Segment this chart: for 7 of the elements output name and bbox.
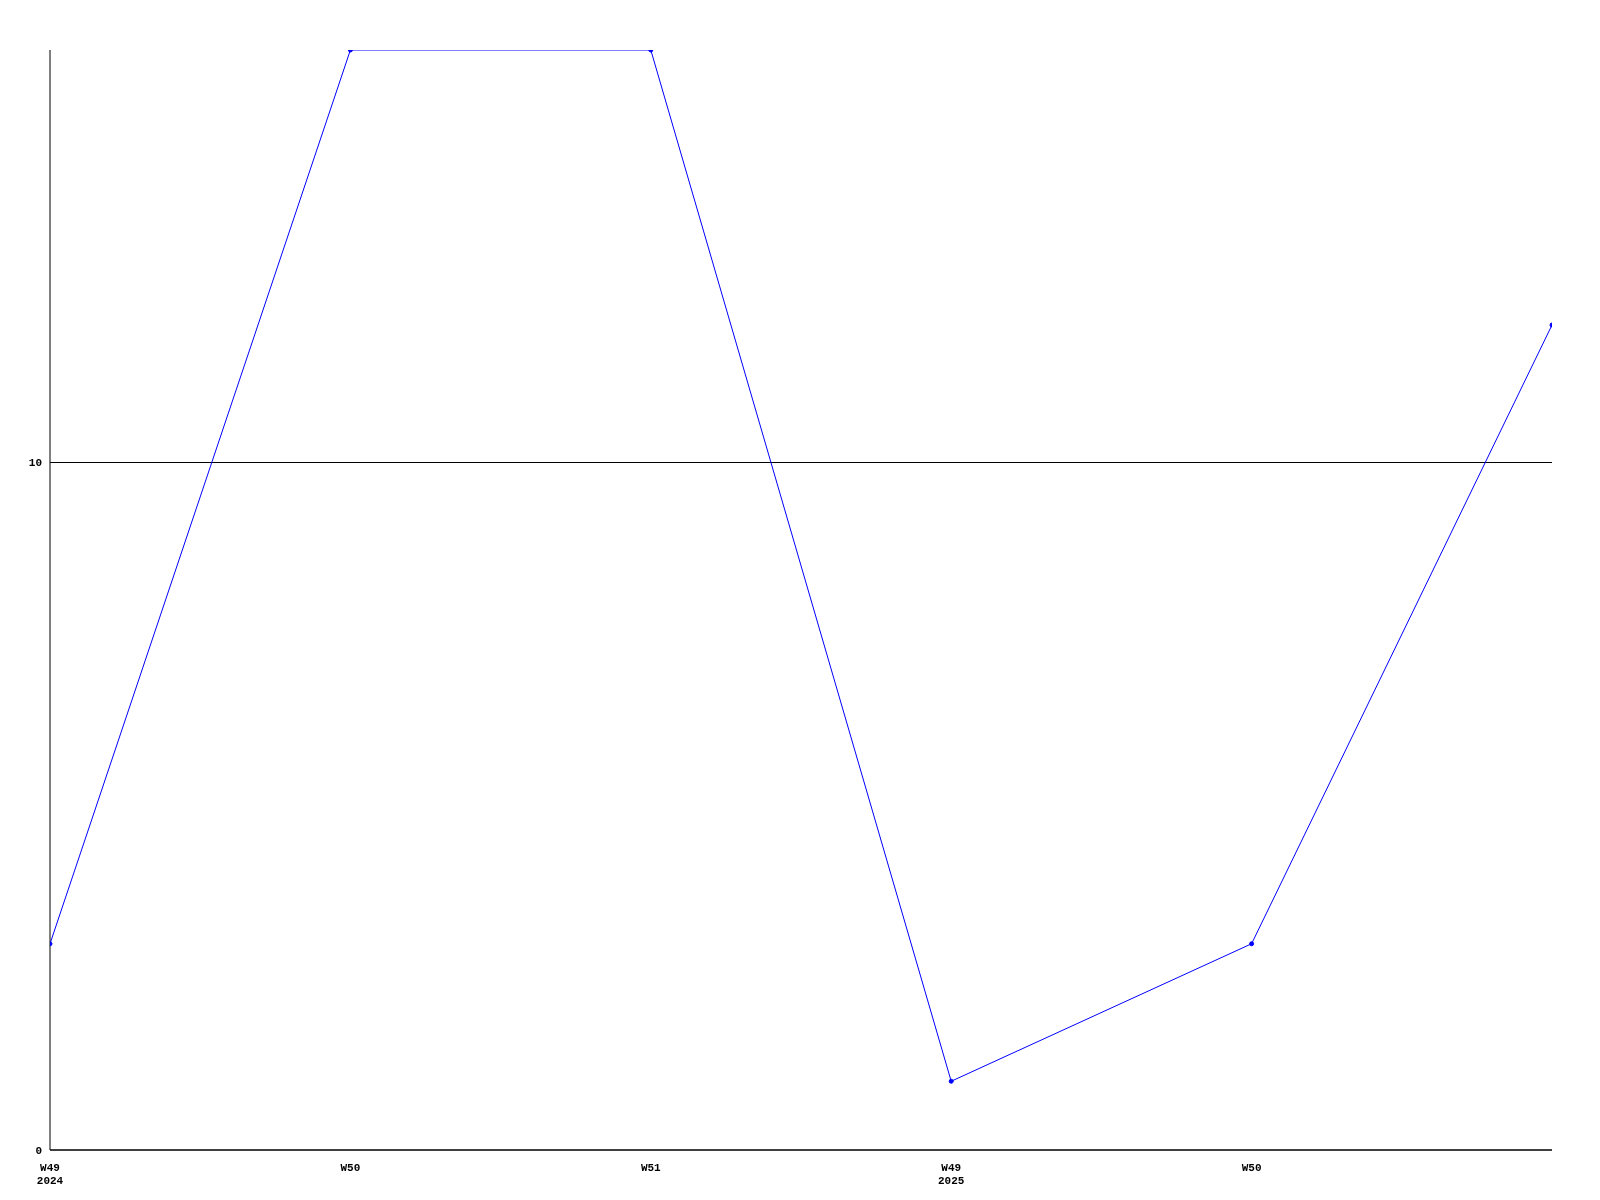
x-tick-label: W49 2025 [938, 1162, 965, 1187]
x-tick-label: W50 [340, 1162, 361, 1174]
x-tick-label: W49 2024 [36, 1162, 64, 1187]
y-tick-label: 10 [28, 457, 42, 470]
x-tick-label: W51 [640, 1162, 662, 1174]
y-tick-label: 0 [35, 1144, 42, 1157]
x-tick-label: W50 [1241, 1162, 1262, 1174]
